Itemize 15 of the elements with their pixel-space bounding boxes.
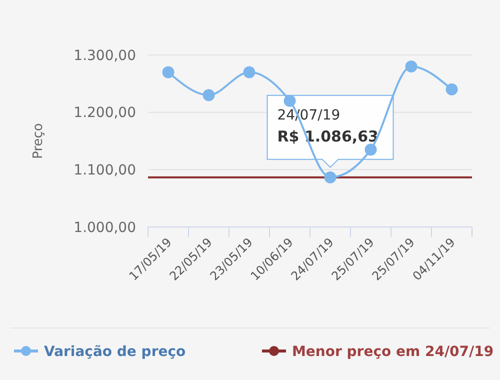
y-tick-label: 1.000,00 xyxy=(74,220,136,236)
point xyxy=(243,66,256,78)
y-tick-label: 1.300,00 xyxy=(74,48,136,64)
legend-label: Menor preço em 24/07/19 xyxy=(292,344,494,360)
legend-label: Variação de preço xyxy=(44,344,186,360)
y-tick-label: 1.200,00 xyxy=(74,105,136,122)
point xyxy=(202,89,215,102)
point xyxy=(162,66,174,78)
point xyxy=(364,144,377,156)
point xyxy=(405,60,418,72)
y-axis-title: Preço xyxy=(31,123,46,159)
point xyxy=(446,83,458,96)
point xyxy=(284,94,296,107)
point xyxy=(324,171,336,184)
y-tick-label: 1.100,00 xyxy=(74,162,136,179)
